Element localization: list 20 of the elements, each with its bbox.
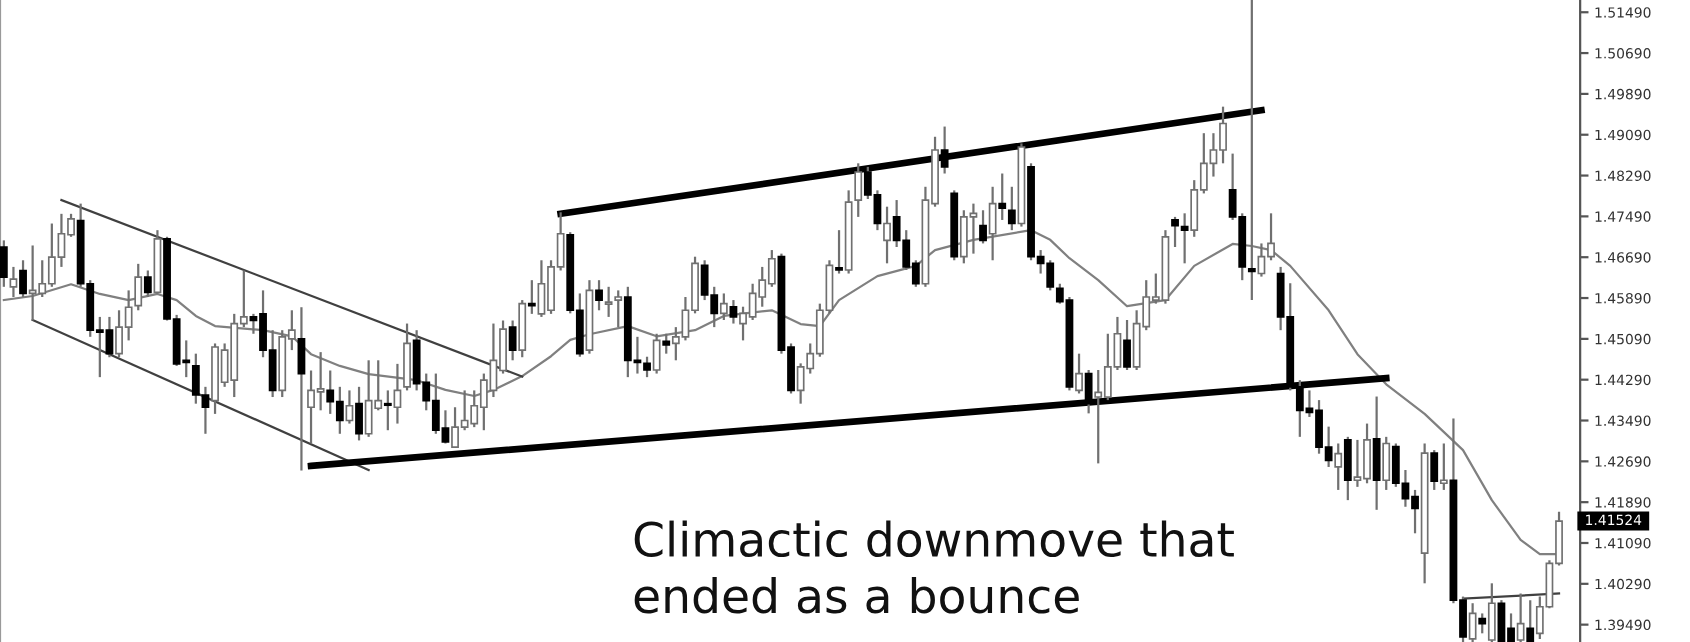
candlestick	[1171, 215, 1179, 249]
candlestick	[854, 162, 863, 218]
candlestick	[518, 298, 527, 359]
candlestick	[1487, 582, 1496, 642]
candlestick	[1468, 602, 1477, 642]
candlestick	[1516, 592, 1525, 642]
candlestick	[403, 322, 411, 392]
candlestick	[1382, 435, 1391, 492]
candlestick	[719, 292, 728, 322]
candlestick	[1334, 442, 1343, 492]
candlestick	[0, 239, 8, 288]
candlestick	[652, 332, 661, 375]
candlestick	[988, 185, 997, 262]
candlestick	[9, 265, 18, 299]
candlestick	[604, 285, 613, 319]
candlestick	[614, 289, 623, 329]
candlestick	[883, 205, 891, 265]
candlestick	[1075, 352, 1083, 395]
candlestick	[1439, 442, 1448, 492]
annotation: Climactic downmove that ended as a bounce	[634, 520, 1234, 614]
